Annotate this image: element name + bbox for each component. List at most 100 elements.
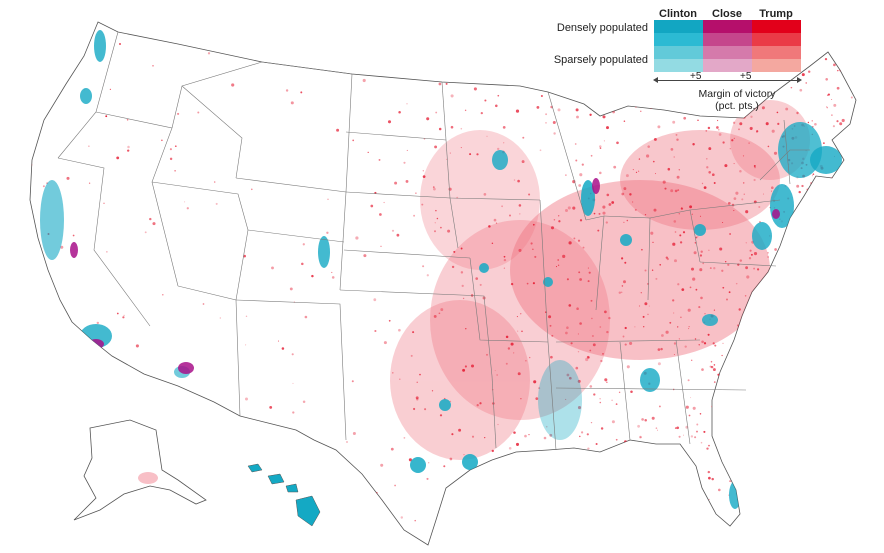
speckle-dot (688, 326, 690, 328)
speckle-dot (831, 487, 834, 490)
speckle-dot (776, 363, 779, 366)
speckle-dot (693, 481, 695, 483)
speckle-dot (682, 231, 686, 234)
speckle-dot (650, 231, 654, 235)
speckle-dot (396, 233, 400, 237)
speckle-dot (775, 408, 777, 411)
speckle-dot (719, 454, 723, 457)
speckle-dot (775, 299, 778, 302)
speckle-dot (838, 236, 840, 238)
speckle-dot (731, 139, 734, 142)
speckle-dot (517, 330, 519, 332)
speckle-dot (750, 115, 753, 118)
speckle-dot (616, 457, 618, 460)
speckle-dot (473, 87, 477, 91)
speckle-dot (638, 305, 641, 307)
speckle-dot (501, 205, 503, 208)
speckle-dot (399, 378, 401, 380)
speckle-dot (449, 457, 453, 461)
speckle-dot (825, 178, 827, 180)
speckle-dot (499, 479, 503, 483)
speckle-dot (460, 271, 464, 274)
speckle-dot (711, 405, 714, 408)
speckle-dot (621, 285, 624, 287)
speckle-dot (600, 427, 604, 430)
speckle-dot (503, 255, 506, 258)
speckle-dot (629, 193, 632, 196)
speckle-dot (524, 481, 526, 483)
speckle-dot (819, 291, 821, 293)
speckle-dot (599, 147, 602, 149)
speckle-dot (770, 496, 773, 499)
speckle-dot (599, 326, 602, 328)
speckle-dot (591, 317, 593, 320)
speckle-dot (513, 431, 516, 434)
speckle-dot (640, 110, 642, 112)
speckle-dot (651, 269, 654, 271)
speckle-dot (840, 417, 844, 421)
speckle-dot (644, 269, 647, 272)
speckle-dot (439, 52, 442, 55)
speckle-dot (595, 442, 598, 446)
speckle-dot (708, 249, 710, 251)
speckle-dot (749, 126, 753, 130)
speckle-dot (525, 360, 527, 362)
speckle-dot (135, 344, 139, 348)
speckle-dot (639, 436, 642, 439)
speckle-dot (698, 306, 701, 309)
speckle-dot (460, 147, 462, 149)
speckle-dot (587, 447, 590, 450)
speckle-dot (692, 277, 696, 281)
speckle-dot (764, 411, 768, 415)
speckle-dot (858, 541, 860, 543)
speckle-dot (676, 138, 679, 141)
speckle-dot (334, 498, 337, 500)
speckle-dot (741, 198, 744, 201)
speckle-dot (748, 257, 752, 260)
speckle-dot (333, 62, 337, 66)
speckle-dot (793, 385, 797, 389)
speckle-dot (840, 354, 843, 357)
speckle-dot (824, 465, 826, 468)
speckle-dot (717, 431, 722, 435)
speckle-dot (796, 111, 799, 115)
speckle-dot (733, 423, 737, 427)
speckle-dot (721, 438, 724, 441)
speckle-dot (555, 266, 558, 268)
speckle-dot (392, 372, 394, 374)
speckle-dot (699, 512, 703, 516)
speckle-dot (447, 53, 450, 56)
speckle-dot (764, 355, 766, 358)
speckle-dot (426, 477, 429, 480)
speckle-dot (743, 485, 747, 488)
speckle-dot (843, 493, 846, 496)
speckle-dot (744, 295, 747, 297)
speckle-dot (817, 500, 820, 503)
speckle-dot (782, 427, 785, 430)
speckle-dot (687, 308, 691, 312)
speckle-dot (596, 508, 600, 512)
speckle-dot (647, 145, 650, 148)
speckle-dot (526, 73, 530, 76)
speckle-dot (508, 214, 512, 217)
speckle-dot (30, 132, 32, 134)
speckle-dot (678, 435, 681, 438)
speckle-dot (516, 316, 518, 318)
speckle-dot (713, 182, 716, 184)
speckle-dot (435, 77, 437, 79)
speckle-dot (152, 64, 154, 67)
speckle-dot (577, 351, 580, 353)
speckle-dot (539, 461, 543, 464)
speckle-dot (545, 113, 548, 116)
speckle-dot (606, 381, 608, 383)
speckle-dot (740, 446, 742, 449)
speckle-dot (633, 466, 635, 468)
speckle-dot (103, 202, 105, 204)
speckle-dot (844, 132, 847, 135)
speckle-dot (558, 215, 560, 217)
speckle-dot (801, 382, 804, 384)
speckle-dot (520, 313, 522, 315)
legend-tick-left: +5 (690, 71, 702, 82)
speckle-dot (302, 243, 305, 246)
legend-swatch-trump-1 (752, 20, 801, 33)
